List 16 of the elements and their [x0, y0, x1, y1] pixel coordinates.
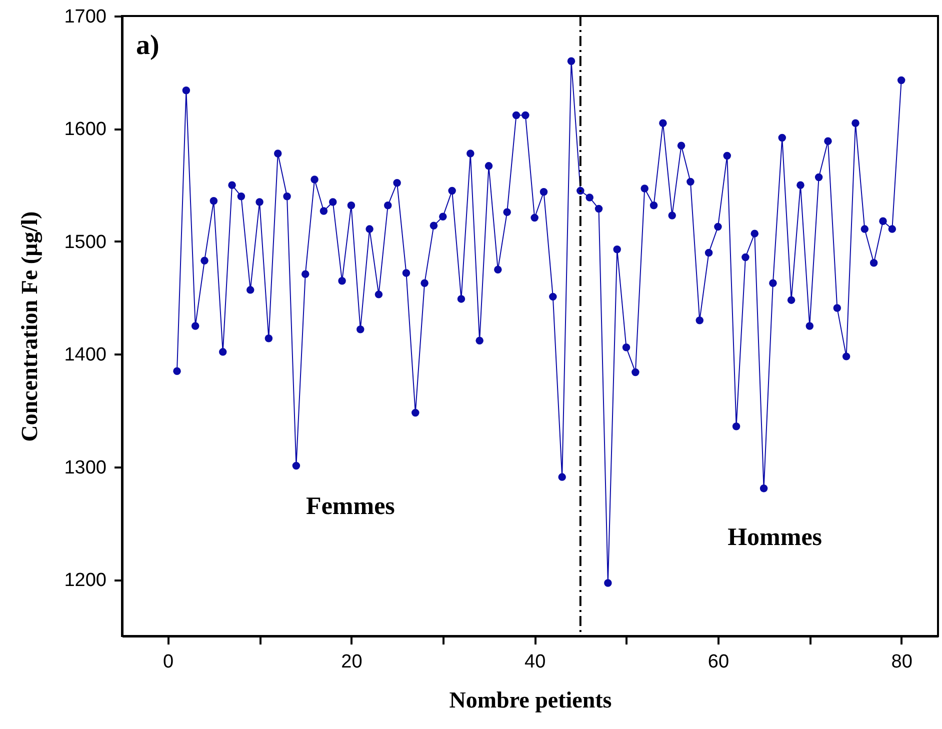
y-tick-label: 1500 [64, 232, 106, 253]
y-axis-title: Concentration Fe (µg/l) [17, 211, 44, 442]
y-tick-label: 1300 [64, 457, 106, 478]
y-tick-label: 1600 [64, 119, 106, 140]
y-tick-label: 1700 [64, 6, 106, 28]
x-axis-title: Nombre petients [449, 688, 612, 712]
y-tick-label: 1400 [64, 344, 106, 366]
annotation: Hommes [728, 524, 822, 551]
annotation: Femmes [306, 492, 396, 520]
x-tick-label: 40 [524, 652, 546, 672]
x-tick-label: 60 [708, 652, 730, 672]
x-tick-label: 0 [163, 652, 174, 672]
x-tick-label: 80 [891, 652, 912, 672]
annotation: a) [136, 30, 160, 61]
x-tick-label: 20 [341, 652, 362, 672]
y-tick-label: 1200 [64, 570, 106, 592]
